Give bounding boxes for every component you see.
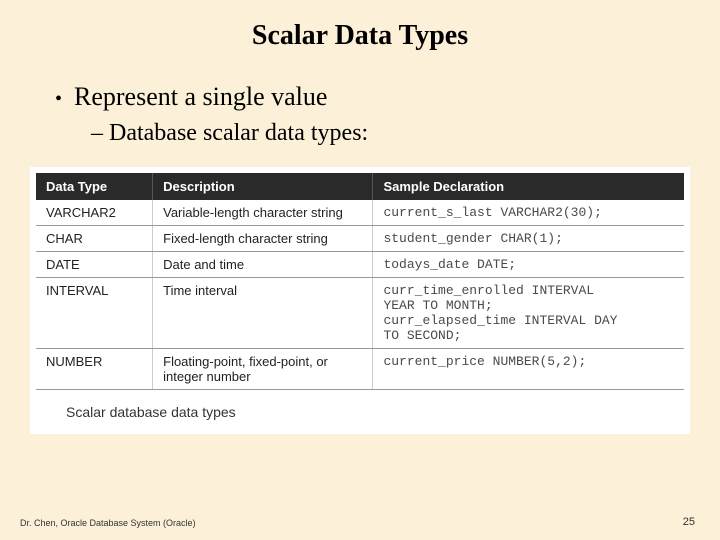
bullet-main: • Represent a single value [55, 82, 680, 112]
table-container: Data Type Description Sample Declaration… [30, 167, 690, 434]
cell-desc: Time interval [153, 278, 373, 349]
header-data-type: Data Type [36, 173, 153, 200]
cell-sample: current_price NUMBER(5,2); [373, 349, 684, 390]
cell-type: DATE [36, 252, 153, 278]
slide-title: Scalar Data Types [0, 0, 720, 82]
table-row: VARCHAR2 Variable-length character strin… [36, 200, 684, 226]
cell-sample: current_s_last VARCHAR2(30); [373, 200, 684, 226]
cell-desc: Fixed-length character string [153, 226, 373, 252]
bullet-dot: • [55, 88, 62, 111]
header-sample: Sample Declaration [373, 173, 684, 200]
cell-desc: Date and time [153, 252, 373, 278]
bullet-main-text: Represent a single value [74, 82, 327, 112]
cell-desc: Floating-point, fixed-point, or integer … [153, 349, 373, 390]
cell-type: CHAR [36, 226, 153, 252]
cell-sample: todays_date DATE; [373, 252, 684, 278]
footer-author: Dr. Chen, Oracle Database System (Oracle… [20, 518, 196, 528]
content-area: • Represent a single value – Database sc… [0, 82, 720, 147]
table-row: DATE Date and time todays_date DATE; [36, 252, 684, 278]
bullet-sub: – Database scalar data types: [91, 120, 680, 147]
cell-type: NUMBER [36, 349, 153, 390]
table-row: INTERVAL Time interval curr_time_enrolle… [36, 278, 684, 349]
cell-sample: student_gender CHAR(1); [373, 226, 684, 252]
table-caption: Scalar database data types [66, 404, 684, 420]
table-row: NUMBER Floating-point, fixed-point, or i… [36, 349, 684, 390]
cell-desc: Variable-length character string [153, 200, 373, 226]
cell-type: INTERVAL [36, 278, 153, 349]
cell-sample: curr_time_enrolled INTERVAL YEAR TO MONT… [373, 278, 684, 349]
table-row: CHAR Fixed-length character string stude… [36, 226, 684, 252]
scalar-types-table: Data Type Description Sample Declaration… [36, 173, 684, 390]
header-description: Description [153, 173, 373, 200]
cell-type: VARCHAR2 [36, 200, 153, 226]
table-header-row: Data Type Description Sample Declaration [36, 173, 684, 200]
page-number: 25 [683, 516, 695, 528]
